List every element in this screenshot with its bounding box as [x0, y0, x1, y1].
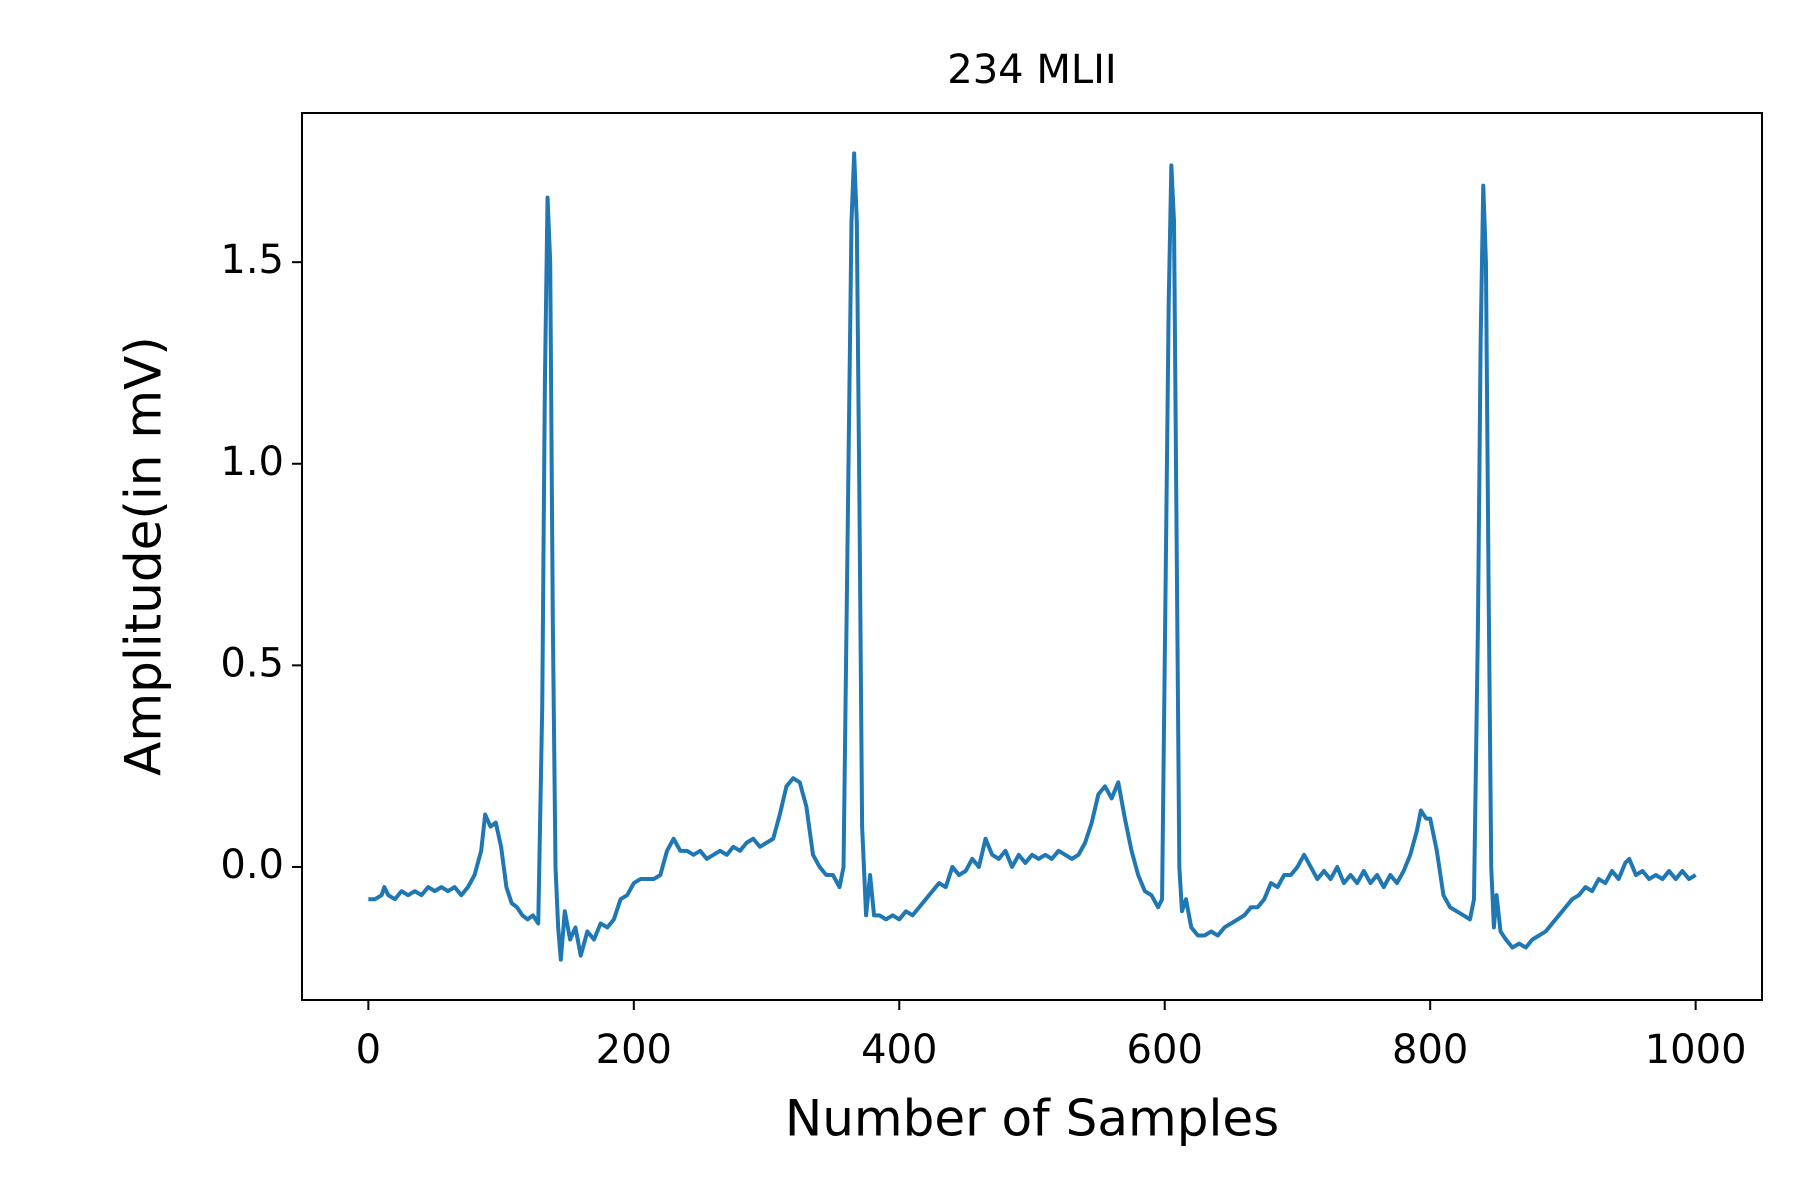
x-axis-label: Number of Samples	[785, 1090, 1279, 1148]
x-tick-label: 1000	[1645, 1027, 1747, 1073]
x-tick-label: 200	[596, 1027, 672, 1073]
x-tick-label: 400	[861, 1027, 937, 1073]
x-tick-label: 800	[1392, 1027, 1468, 1073]
y-tick-label: 0.5	[220, 640, 284, 686]
x-tick-label: 0	[356, 1027, 381, 1073]
ecg-line	[368, 151, 1697, 962]
y-axis-label: Amplitude(in mV)	[115, 336, 173, 776]
x-tick-label: 600	[1127, 1027, 1203, 1073]
chart-title: 234 MLII	[947, 47, 1116, 93]
y-tick-label: 0.0	[220, 842, 284, 888]
y-tick-label: 1.5	[220, 237, 284, 283]
plot-frame	[301, 112, 1763, 1001]
y-tick-label: 1.0	[220, 439, 284, 485]
